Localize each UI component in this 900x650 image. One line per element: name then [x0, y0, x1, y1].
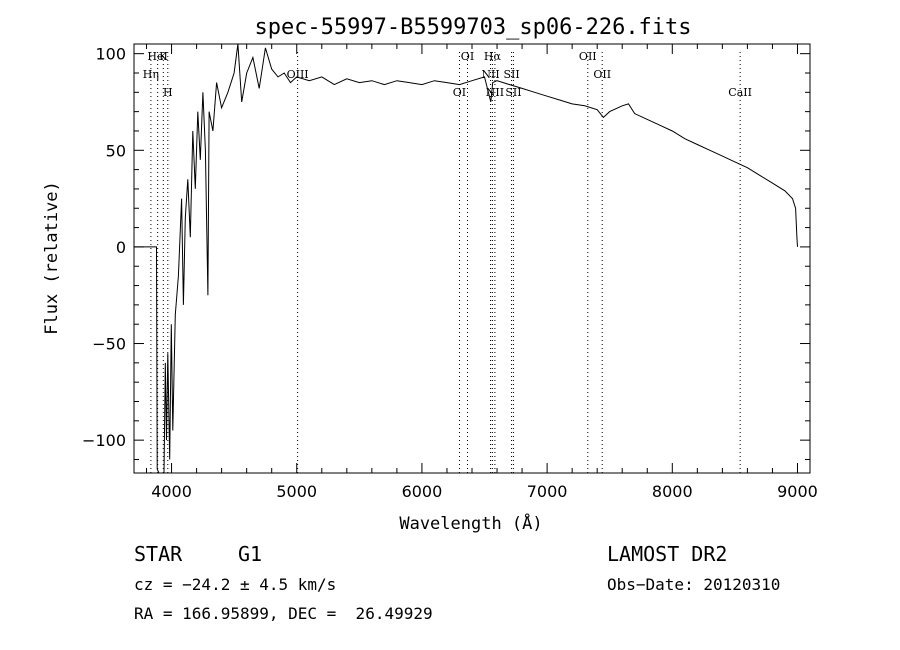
y-tick-label: −50	[92, 335, 126, 354]
x-tick-label: 8000	[652, 482, 693, 501]
emission-line-label: SII	[503, 68, 519, 81]
emission-line-label: K	[159, 50, 168, 63]
x-tick-label: 6000	[402, 482, 443, 501]
y-tick-label: 100	[95, 45, 126, 64]
chart-title: spec-55997-B5599703_sp06-226.fits	[254, 15, 691, 40]
x-tick-label: 5000	[276, 482, 317, 501]
coordinates-text: RA = 166.95899, DEC = 26.49929	[134, 604, 433, 623]
spectrum-series	[134, 43, 798, 474]
x-tick-label: 4000	[151, 482, 192, 501]
emission-line-label: NII	[486, 86, 504, 99]
object-subclass: G1	[238, 542, 263, 566]
x-tick-label: 9000	[777, 482, 818, 501]
emission-line-label: OI	[461, 50, 474, 63]
emission-line-label: CaII	[728, 86, 752, 99]
object-class: STAR	[134, 542, 183, 566]
emission-line-label: OIII	[287, 68, 309, 81]
x-tick-label: 7000	[527, 482, 568, 501]
emission-line-label: OII	[593, 68, 611, 81]
emission-line-label: HeI	[147, 50, 167, 63]
y-axis-label: Flux (relative)	[42, 181, 62, 335]
emission-line-label: OII	[579, 50, 597, 63]
chart-axes: 4000 5000 6000 7000 8000 9000 −100 −50 0 50 100	[82, 43, 818, 501]
emission-line-label: Hα	[484, 50, 502, 63]
survey-name: LAMOST DR2	[607, 542, 728, 566]
y-tick-label: −100	[82, 431, 126, 450]
x-axis-label: Wavelength (Å)	[399, 512, 542, 534]
emission-line-label: NII	[481, 68, 499, 81]
y-tick-label: 0	[116, 238, 126, 257]
obs-date-text: Obs−Date: 20120310	[607, 575, 781, 594]
emission-line-label: Hη	[143, 68, 159, 81]
emission-line-label: OI	[453, 86, 466, 99]
emission-line-label: H	[163, 86, 173, 99]
emission-line-label: SII	[505, 86, 521, 99]
redshift-text: cz = −24.2 ± 4.5 km/s	[134, 575, 337, 594]
y-tick-label: 50	[106, 141, 126, 160]
spectrum-line	[134, 43, 798, 474]
plot-frame	[133, 43, 811, 474]
